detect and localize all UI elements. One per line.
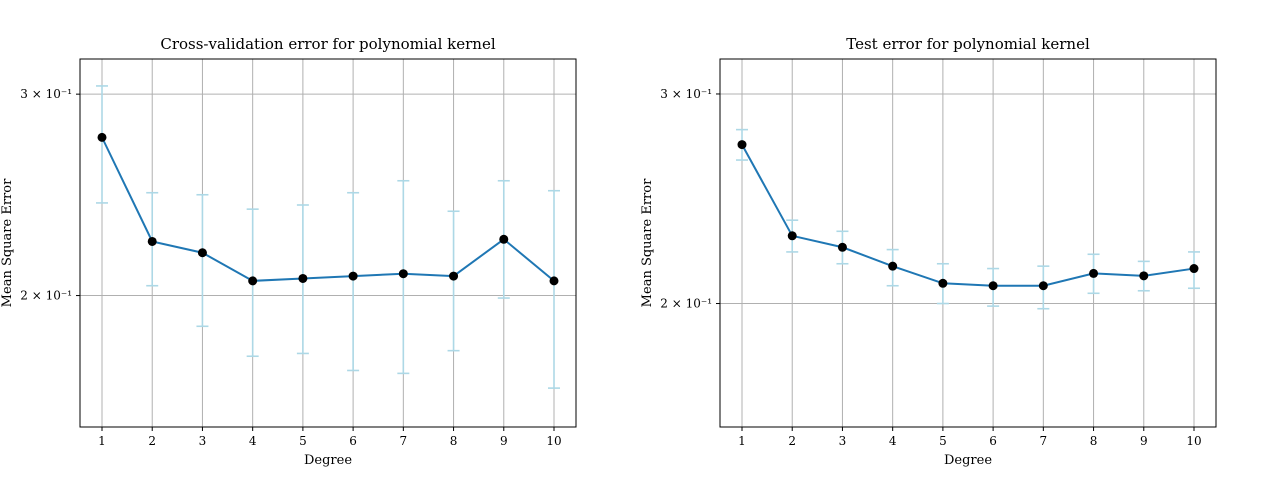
- data-point: [147, 236, 157, 246]
- data-point: [1089, 268, 1099, 278]
- y-axis-label: Mean Square Error: [0, 178, 15, 307]
- y-axis-label: Mean Square Error: [640, 178, 655, 307]
- x-axis-label: Degree: [944, 453, 992, 468]
- y-tick-label: 2 × 10⁻¹: [20, 289, 72, 303]
- data-point: [248, 276, 258, 286]
- data-point: [888, 261, 898, 271]
- data-point: [449, 271, 459, 281]
- data-point: [1038, 281, 1048, 291]
- x-tick-label: 8: [1090, 434, 1098, 448]
- y-tick-label: 2 × 10⁻¹: [660, 297, 712, 311]
- x-tick-label: 8: [450, 434, 458, 448]
- y-tick-label: 3 × 10⁻¹: [20, 87, 72, 101]
- x-tick-label: 5: [939, 434, 947, 448]
- chart-title: Cross-validation error for polynomial ke…: [160, 35, 495, 53]
- cv-error-chart: 1 2 3 4 5 6 7 8 9 10 2 × 10⁻¹ 3 × 10⁻¹ Cross-validat…: [0, 35, 577, 468]
- y-tick-label: 3 × 10⁻¹: [660, 87, 712, 101]
- data-point: [197, 248, 207, 258]
- data-point: [1189, 264, 1199, 274]
- series-line: [101, 136, 555, 282]
- x-tick-label: 10: [1186, 434, 1201, 448]
- x-tick-label: 9: [1140, 434, 1148, 448]
- series-line: [741, 144, 1195, 287]
- x-axis-label: Degree: [304, 453, 352, 468]
- x-tick-label: 1: [738, 434, 746, 448]
- data-point: [787, 231, 797, 241]
- data-point: [97, 132, 107, 142]
- data-point: [737, 140, 747, 150]
- data-point: [938, 278, 948, 288]
- data-point: [549, 276, 559, 286]
- plot-frame: [79, 58, 577, 428]
- x-tick-label: 2: [788, 434, 796, 448]
- data-point: [298, 273, 308, 283]
- x-tick-label: 9: [500, 434, 508, 448]
- x-tick-label: 6: [989, 434, 997, 448]
- data-point: [988, 281, 998, 291]
- x-tick-label: 10: [546, 434, 561, 448]
- data-point: [1139, 271, 1149, 281]
- data-point: [348, 271, 358, 281]
- x-tick-label: 2: [148, 434, 156, 448]
- x-tick-label: 1: [98, 434, 106, 448]
- chart-title: Test error for polynomial kernel: [846, 35, 1090, 53]
- x-tick-label: 5: [299, 434, 307, 448]
- x-tick-label: 7: [400, 434, 408, 448]
- x-tick-label: 4: [889, 434, 897, 448]
- test-error-chart: 1 2 3 4 5 6 7 8 9 10 2 × 10⁻¹ 3 × 10⁻¹ Test error fo…: [640, 35, 1217, 468]
- x-tick-label: 3: [199, 434, 207, 448]
- x-tick-label: 7: [1040, 434, 1048, 448]
- data-point: [499, 234, 509, 244]
- x-tick-label: 6: [349, 434, 357, 448]
- plot-frame: [719, 58, 1217, 428]
- x-tick-label: 3: [839, 434, 847, 448]
- data-point: [837, 242, 847, 252]
- x-tick-label: 4: [249, 434, 257, 448]
- data-point: [398, 269, 408, 279]
